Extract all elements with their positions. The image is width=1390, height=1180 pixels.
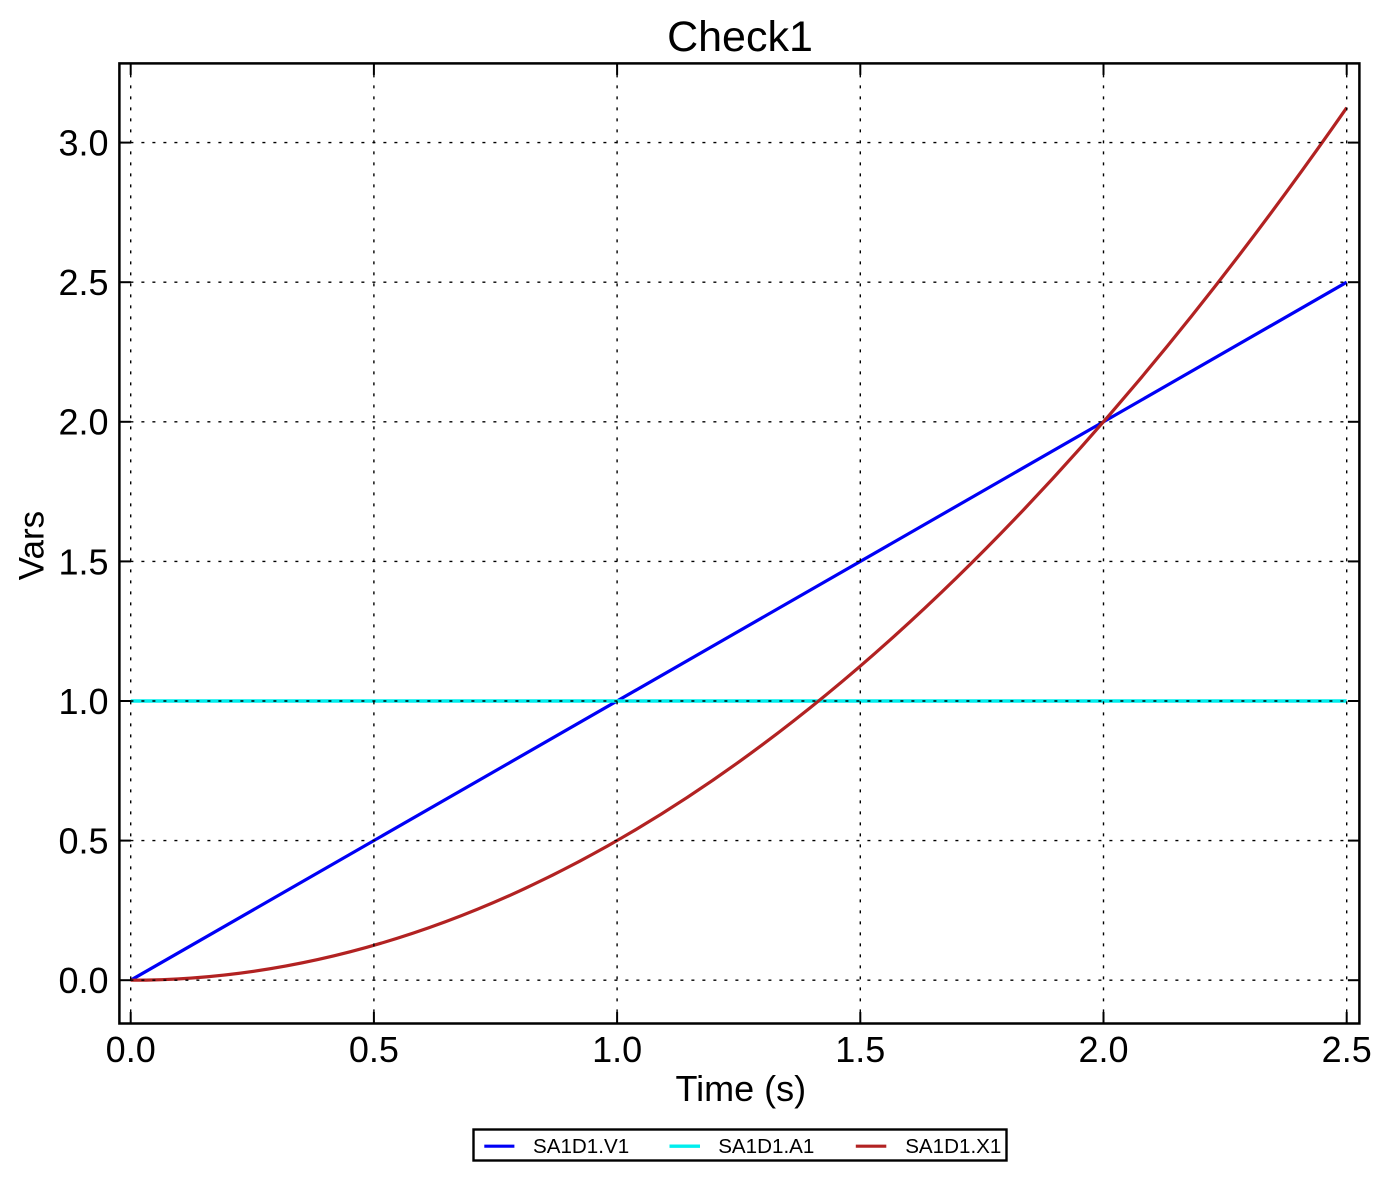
svg-text:SA1D1.V1: SA1D1.V1	[533, 1135, 629, 1158]
svg-text:0.0: 0.0	[106, 1029, 156, 1070]
svg-text:0.0: 0.0	[58, 960, 108, 1001]
svg-text:SA1D1.X1: SA1D1.X1	[905, 1135, 1001, 1158]
svg-text:2.5: 2.5	[1322, 1029, 1372, 1070]
svg-text:0.5: 0.5	[349, 1029, 399, 1070]
svg-text:0.5: 0.5	[58, 821, 108, 862]
svg-text:1.0: 1.0	[58, 681, 108, 722]
svg-text:Time (s): Time (s)	[675, 1068, 806, 1109]
svg-text:2.0: 2.0	[58, 402, 108, 443]
svg-text:Vars: Vars	[12, 511, 51, 580]
svg-text:1.5: 1.5	[835, 1029, 885, 1070]
svg-text:2.0: 2.0	[1078, 1029, 1128, 1070]
svg-text:SA1D1.A1: SA1D1.A1	[718, 1135, 814, 1158]
svg-text:3.0: 3.0	[58, 123, 108, 164]
svg-text:1.0: 1.0	[592, 1029, 642, 1070]
svg-text:1.5: 1.5	[58, 541, 108, 582]
svg-text:2.5: 2.5	[58, 262, 108, 303]
svg-text:Check1: Check1	[667, 13, 813, 61]
